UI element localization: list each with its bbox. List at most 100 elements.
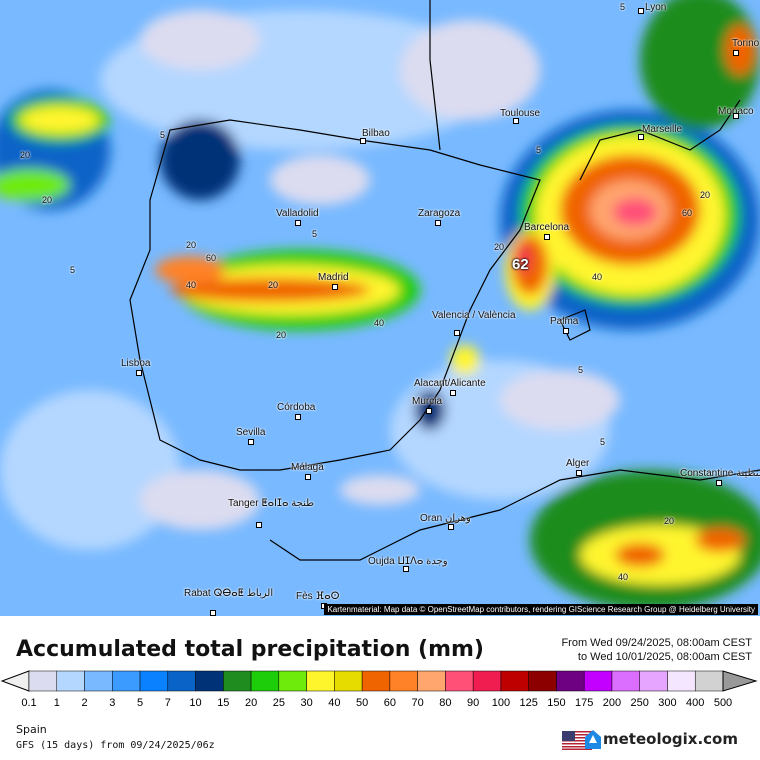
legend-tick-label: 125 (519, 697, 538, 709)
legend-swatch (112, 670, 141, 692)
legend-tick-label: 40 (328, 697, 341, 709)
precipitation-map[interactable]: Lyon Torino Monaco Bilbao Toulouse Marseille V… (0, 0, 760, 616)
city-label: Córdoba (277, 402, 316, 413)
city-marker (733, 113, 739, 119)
city-marker (448, 524, 454, 530)
city-label: Zaragoza (418, 208, 461, 219)
legend-swatch (250, 670, 280, 692)
city-marker (563, 328, 569, 334)
city-label: Bilbao (362, 128, 390, 139)
legend-swatch (528, 670, 557, 692)
city-marker (403, 566, 409, 572)
legend-swatch (278, 670, 307, 692)
contour-label: 5 (70, 265, 76, 275)
legend-tick-label: 60 (383, 697, 396, 709)
contour-label: 5 (620, 2, 626, 12)
contour-label: 5 (312, 229, 318, 239)
city-label: Alacant/Alicante (414, 378, 486, 389)
city-marker (360, 138, 366, 144)
legend-tick-label: 30 (300, 697, 313, 709)
city-label: Lyon (645, 2, 667, 13)
contour-label: 20 (186, 240, 197, 250)
legend-swatch (639, 670, 668, 692)
city-label: Palma (550, 316, 579, 327)
legend-tick-label: 0.1 (21, 697, 37, 709)
legend-tick-label: 15 (217, 697, 230, 709)
contour-label: 40 (618, 572, 629, 582)
contour-label: 20 (268, 280, 279, 290)
city-label: Tanger ⵟⴰⵏⵊⴰ طنجة (228, 498, 315, 509)
legend-swatch (306, 670, 335, 692)
legend-swatch (361, 670, 391, 692)
city-label: Fès ⴼⴰⵙ (296, 591, 340, 602)
city-marker (638, 134, 644, 140)
map-attribution: Kartenmaterial: Map data © OpenStreetMap… (324, 604, 758, 615)
contour-label: 20 (664, 516, 675, 526)
city-marker (638, 8, 644, 14)
legend-swatch (472, 670, 502, 692)
legend-swatch (445, 670, 474, 692)
legend-swatch (611, 670, 640, 692)
city-marker (450, 390, 456, 396)
contour-label: 40 (592, 272, 603, 282)
forecast-period: From Wed 09/24/2025, 08:00am CEST to Wed… (561, 636, 752, 664)
city-label: Sevilla (236, 427, 266, 438)
legend-tick-label: 7 (164, 697, 171, 709)
city-marker (210, 610, 216, 616)
contour-label: 60 (206, 253, 217, 263)
period-from: From Wed 09/24/2025, 08:00am CEST (561, 637, 752, 649)
contour-label: 5 (536, 145, 542, 155)
meteologix-logo-icon (585, 730, 601, 749)
city-label: Málaga (291, 462, 324, 473)
city-label: Valencia / València (432, 310, 516, 321)
legend-tick-label: 10 (189, 697, 202, 709)
legend-swatch (139, 670, 169, 692)
city-label: Lisboa (121, 358, 151, 369)
legend-tick-label: 100 (491, 697, 511, 709)
region-label: Spain (16, 723, 47, 736)
brand-name[interactable]: meteologix.com (603, 730, 738, 748)
legend-tick-label: 50 (355, 697, 369, 709)
city-marker (544, 234, 550, 240)
color-legend (0, 670, 758, 692)
legend-swatch (667, 670, 696, 692)
legend-swatch (56, 670, 85, 692)
legend-tick-label: 80 (439, 697, 452, 709)
legend-tick-label: 300 (658, 697, 677, 709)
city-marker (305, 474, 311, 480)
legend-tick-label: 1 (53, 697, 60, 709)
legend-tick-label: 25 (272, 697, 285, 709)
city-marker (426, 408, 432, 414)
legend-tick-label: 90 (467, 697, 480, 709)
city-marker (435, 220, 441, 226)
contour-label: 60 (682, 208, 693, 218)
legend-over-arrow (722, 670, 758, 692)
city-label: Torino (732, 38, 760, 49)
legend-tick-label: 5 (136, 697, 144, 709)
legend-tick-label: 175 (575, 697, 594, 709)
city-marker (295, 220, 301, 226)
contour-label: 20 (42, 195, 53, 205)
contour-label: 20 (276, 330, 287, 340)
legend-tick-label: 2 (81, 697, 88, 709)
city-marker (136, 370, 142, 376)
city-marker (513, 118, 519, 124)
us-flag-icon[interactable] (562, 731, 592, 750)
city-label: Rabat ⵕⴱⴰⵟ الرباط (184, 588, 274, 599)
legend-tick-label: 70 (411, 697, 424, 709)
contour-label: 20 (494, 242, 505, 252)
city-label: Constantine قسنطينة (680, 468, 760, 479)
city-label: Monaco (718, 106, 754, 117)
contour-label: 5 (600, 437, 606, 447)
legend-swatch (84, 670, 113, 692)
contour-label: 40 (186, 280, 197, 290)
city-label: Alger (566, 458, 590, 469)
city-marker (733, 50, 739, 56)
legend-swatch (556, 670, 585, 692)
city-label: Oran وهران (420, 513, 471, 524)
legend-under-arrow (0, 670, 30, 692)
model-run-label: GFS (15 days) from 09/24/2025/06z (16, 740, 215, 751)
legend-swatch (334, 670, 363, 692)
legend-swatch (389, 670, 418, 692)
legend-tick-label: 200 (602, 697, 622, 709)
